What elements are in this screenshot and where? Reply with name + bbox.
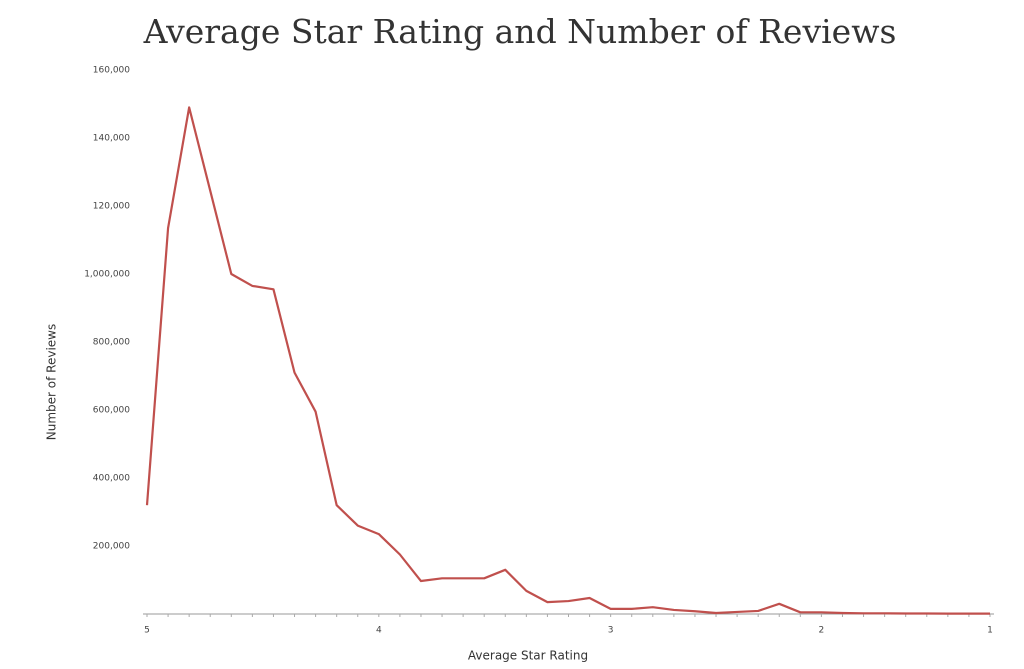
x-tick-label: 4 [376,626,382,636]
x-tick-label: 2 [819,626,825,636]
y-tick-label: 140,000 [93,134,130,144]
y-tick-label: 1,000,000 [84,270,130,280]
y-tick-label: 200,000 [93,542,130,552]
x-tick-label: 5 [144,626,150,636]
y-tick-label: 120,000 [93,202,130,212]
chart-title: Average Star Rating and Number of Review… [143,12,897,51]
y-tick-label: 800,000 [93,338,130,348]
x-axis-label: Average Star Rating [468,649,588,663]
x-tick-label: 3 [608,626,614,636]
x-tick-label: 1 [987,626,993,636]
y-tick-label: 600,000 [93,406,130,416]
y-axis-label: Number of Reviews [45,324,59,440]
y-tick-label: 160,000 [93,66,130,76]
y-tick-label: 400,000 [93,474,130,484]
line-series [145,106,990,615]
